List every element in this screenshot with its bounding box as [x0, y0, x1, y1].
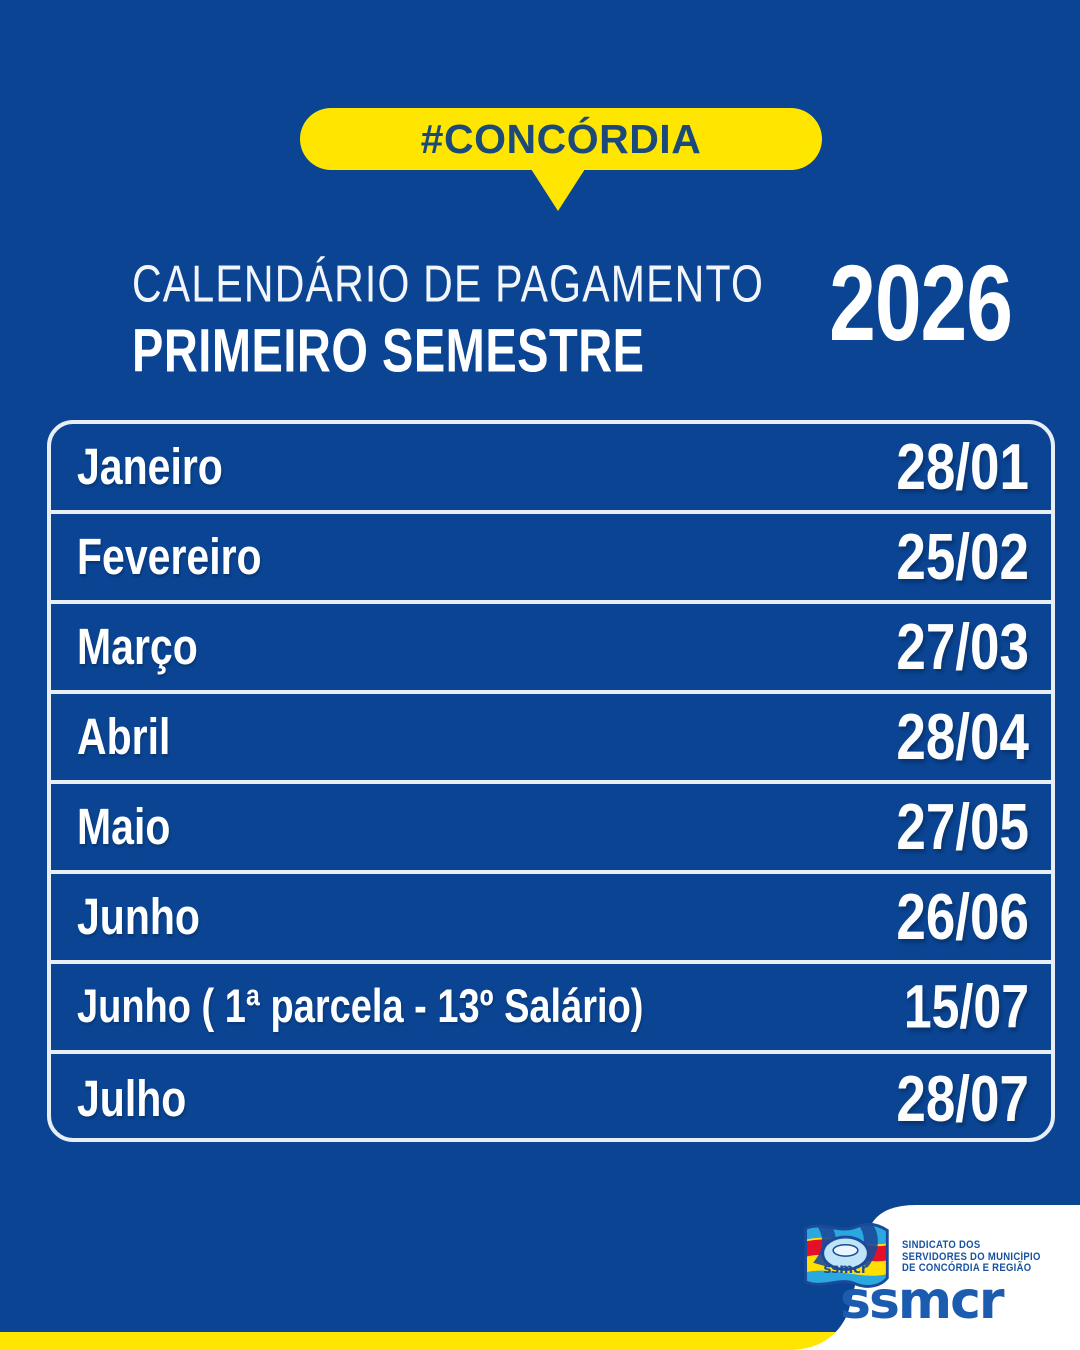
ssmcr-logo: ssmcr SINDICATO DOS SERVIDORES DO MUNICÍ… — [778, 1217, 1068, 1332]
row-month-label: Maio — [77, 797, 171, 855]
table-row: Junho ( 1ª parcela - 13º Salário) 15/07 — [51, 964, 1051, 1054]
logo-subtitle-line-1: SINDICATO DOS — [902, 1239, 981, 1252]
title-line-2: PRIMEIRO SEMESTRE — [132, 315, 645, 385]
row-month-label: Janeiro — [77, 437, 223, 495]
table-row: Março 27/03 — [51, 604, 1051, 694]
row-date-value: 15/07 — [903, 972, 1029, 1042]
table-row: Abril 28/04 — [51, 694, 1051, 784]
row-date-value: 28/01 — [896, 431, 1029, 503]
title-year: 2026 — [829, 242, 1013, 363]
logo-wordmark: ssmcr — [840, 1271, 1005, 1331]
table-row: Julho 28/07 — [51, 1054, 1051, 1138]
row-date-value: 27/05 — [896, 791, 1029, 863]
row-date-value: 28/04 — [896, 701, 1029, 773]
logo-subtitle-line-2: SERVIDORES DO MUNICÍPIO — [902, 1250, 1041, 1264]
row-month-label: Fevereiro — [77, 527, 262, 585]
logo-subtitle-line-3: DE CONCÓRDIA E REGIÃO — [902, 1262, 1032, 1275]
emblem-wordmark: ssmcr — [823, 1262, 868, 1277]
footer-yellow-bar — [0, 1332, 1080, 1350]
title-line-1: CALENDÁRIO DE PAGAMENTO — [132, 255, 765, 313]
table-row: Fevereiro 25/02 — [51, 514, 1051, 604]
row-month-label: Junho — [77, 887, 200, 945]
title-lines: CALENDÁRIO DE PAGAMENTO PRIMEIRO SEMESTR… — [132, 255, 765, 384]
hashtag-badge: #CONCÓRDIA — [300, 108, 822, 212]
speech-bubble-tail-icon — [531, 169, 585, 211]
row-date-value: 27/03 — [896, 611, 1029, 683]
payment-calendar-table: Janeiro 28/01 Fevereiro 25/02 Março 27/0… — [47, 420, 1055, 1142]
table-row: Junho 26/06 — [51, 874, 1051, 964]
row-month-label: Março — [77, 617, 198, 675]
row-date-value: 25/02 — [896, 521, 1029, 593]
row-date-value: 28/07 — [896, 1063, 1029, 1135]
row-month-label: Julho — [77, 1069, 187, 1127]
hashtag-badge-label: #CONCÓRDIA — [420, 115, 702, 162]
logo-subtitle: SINDICATO DOS SERVIDORES DO MUNICÍPIO DE… — [902, 1239, 1062, 1275]
page-title: CALENDÁRIO DE PAGAMENTO PRIMEIRO SEMESTR… — [132, 249, 1013, 384]
row-month-label: Junho ( 1ª parcela - 13º Salário) — [77, 980, 644, 1033]
hashtag-badge-pill: #CONCÓRDIA — [300, 108, 822, 170]
footer-white-panel — [788, 1205, 1080, 1350]
table-row: Janeiro 28/01 — [51, 424, 1051, 514]
row-month-label: Abril — [77, 707, 171, 765]
table-row: Maio 27/05 — [51, 784, 1051, 874]
row-date-value: 26/06 — [896, 881, 1029, 953]
ssmcr-emblem-icon: ssmcr — [804, 1222, 889, 1288]
